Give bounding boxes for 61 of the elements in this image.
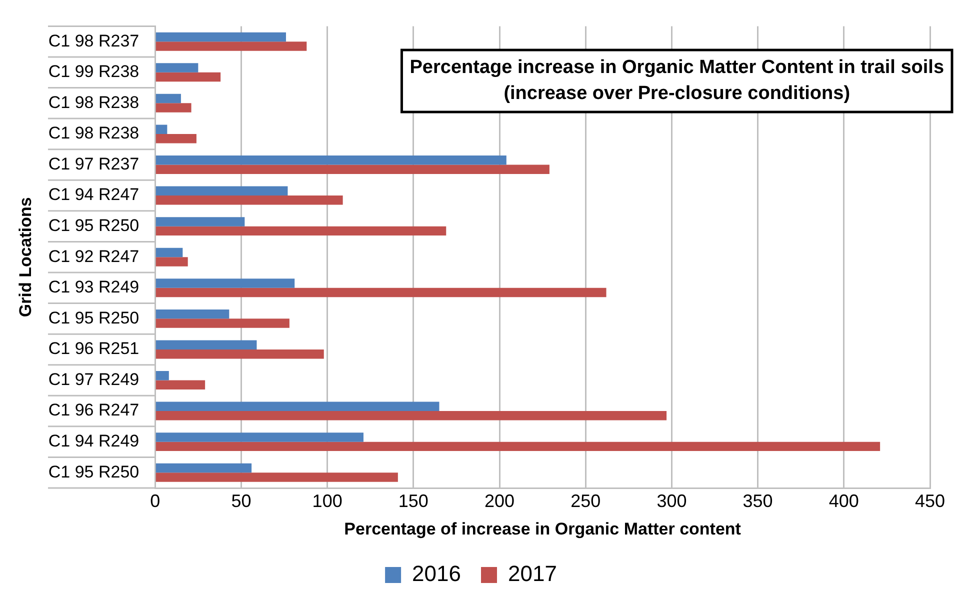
y-tick-label: C1 92 R247: [48, 246, 140, 266]
x-tick-label: 300: [656, 490, 687, 511]
bar: [156, 196, 343, 205]
y-tick-label: C1 96 R247: [48, 400, 140, 420]
bar: [156, 442, 880, 452]
bar: [156, 349, 324, 359]
y-tick-label: C1 96 R251: [48, 339, 140, 358]
x-axis-title: Percentage of increase in Organic Matter content: [344, 519, 742, 538]
bar: [156, 318, 290, 328]
bar: [156, 103, 192, 112]
bar: [156, 164, 550, 174]
x-tick-label: 100: [312, 490, 342, 511]
bar: [156, 134, 196, 144]
text: Percentage increase in Organic Matter Content in trail soils: [410, 57, 944, 78]
bar: [156, 340, 257, 350]
bar: [156, 380, 206, 390]
x-tick-label: 200: [484, 490, 515, 511]
y-tick-label: C1 98 R237: [48, 31, 140, 50]
bar: [156, 257, 188, 266]
y-tick-label: C1 95 R250: [48, 462, 140, 482]
x-tick-label: 150: [398, 490, 428, 511]
y-tick-label: C1 94 R247: [48, 185, 140, 204]
bar: [156, 217, 245, 226]
y-tick-label: C1 98 R238: [48, 124, 140, 143]
y-axis-title: Grid Locations: [16, 197, 35, 318]
x-tick-label: 450: [914, 490, 946, 511]
bar: [156, 186, 288, 196]
y-tick-label: C1 95 R250: [48, 216, 140, 235]
bar: [156, 124, 168, 134]
y-tick-label: C1 94 R249: [48, 432, 140, 451]
bar: [156, 309, 230, 319]
legend-label: 2017: [508, 561, 557, 586]
x-tick-label: 350: [742, 490, 773, 511]
bar: [156, 402, 440, 412]
bar: [156, 156, 506, 165]
y-tick-label: C1 97 R249: [48, 370, 140, 389]
bar: [156, 248, 183, 258]
bar: [156, 432, 364, 442]
bar: [156, 94, 181, 104]
bar: [156, 463, 252, 473]
x-tick-label: 400: [828, 490, 859, 511]
bar: [156, 32, 286, 42]
bar: [156, 278, 295, 288]
bar: [156, 371, 169, 380]
bar: [156, 411, 667, 420]
bar: [156, 288, 606, 298]
bar: [156, 72, 221, 82]
legend-label: 2016: [412, 561, 462, 586]
y-tick-label: C1 95 R250: [48, 308, 140, 328]
y-tick-label: C1 97 R237: [48, 154, 140, 174]
x-tick-label: 50: [231, 490, 252, 511]
bar: [156, 63, 198, 72]
y-tick-label: C1 99 R238: [48, 62, 140, 82]
bar: [156, 472, 398, 482]
bar: [156, 226, 446, 236]
y-tick-label: C1 93 R249: [48, 278, 140, 297]
text: (increase over Pre-closure conditions): [504, 83, 850, 104]
x-tick-label: 0: [150, 490, 160, 511]
y-tick-label: C1 98 R238: [48, 92, 140, 112]
x-tick-label: 250: [570, 490, 601, 511]
bar: [156, 42, 307, 51]
